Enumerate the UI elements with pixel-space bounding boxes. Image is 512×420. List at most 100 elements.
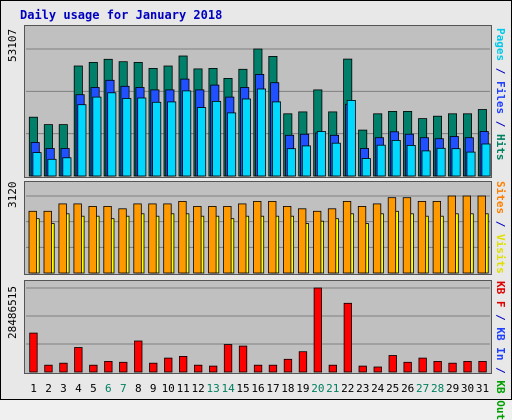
legend-part: / xyxy=(494,61,507,81)
bar-pages-28 xyxy=(436,147,446,177)
bar-pages-22 xyxy=(346,100,356,177)
bar-sites-15 xyxy=(238,203,247,274)
legend-part: Files xyxy=(494,81,507,115)
bar-kb-f-21 xyxy=(328,364,338,373)
x-tick-label-28: 28 xyxy=(431,382,444,395)
bar-pages-21 xyxy=(331,142,341,177)
bar-kb-f-16 xyxy=(253,364,263,373)
bar-pages-5 xyxy=(92,96,102,177)
bar-kb-f-28 xyxy=(433,360,442,373)
bar-pages-16 xyxy=(256,88,266,177)
bar-pages-20 xyxy=(316,131,326,177)
bar-kb-f-19 xyxy=(298,351,308,373)
bar-pages-27 xyxy=(421,150,431,177)
x-tick-label-30: 30 xyxy=(461,382,474,395)
bar-sites-31 xyxy=(477,195,486,274)
bar-pages-9 xyxy=(152,101,162,177)
x-tick-label-1: 1 xyxy=(30,382,37,395)
legend-part: Pages xyxy=(494,28,507,62)
bar-pages-18 xyxy=(286,148,296,177)
bar-sites-10 xyxy=(163,203,172,274)
bar-sites-6 xyxy=(103,205,112,274)
x-tick-label-23: 23 xyxy=(356,382,369,395)
legend-part: / xyxy=(494,360,507,381)
bar-kb-f-22 xyxy=(343,302,353,373)
bar-sites-24 xyxy=(372,203,382,274)
kb-ymax-label: 28486515 xyxy=(6,286,19,339)
bar-sites-7 xyxy=(118,208,127,274)
hits-ymax-label: 53107 xyxy=(6,28,19,62)
bar-sites-21 xyxy=(327,208,337,274)
legend-part: KB Out xyxy=(494,380,507,420)
bar-sites-8 xyxy=(133,203,142,274)
bar-pages-29 xyxy=(451,148,461,177)
bar-sites-26 xyxy=(402,197,412,274)
bar-kb-f-13 xyxy=(208,365,218,373)
x-tick-label-14: 14 xyxy=(221,382,235,395)
bar-pages-23 xyxy=(361,158,371,177)
bar-kb-f-20 xyxy=(313,287,323,373)
x-tick-label-10: 10 xyxy=(162,382,175,395)
x-tick-label-27: 27 xyxy=(416,382,429,395)
bar-kb-f-2 xyxy=(44,364,53,373)
x-tick-label-25: 25 xyxy=(386,382,399,395)
bar-sites-5 xyxy=(88,205,97,274)
bar-sites-17 xyxy=(268,200,277,274)
x-tick-label-17: 17 xyxy=(266,382,279,395)
x-tick-label-24: 24 xyxy=(371,382,385,395)
bar-sites-9 xyxy=(148,203,157,274)
bar-kb-f-23 xyxy=(358,365,367,373)
bar-sites-4 xyxy=(73,203,82,274)
x-tick-label-15: 15 xyxy=(236,382,249,395)
x-tick-label-8: 8 xyxy=(135,382,142,395)
bar-sites-1 xyxy=(28,210,37,274)
bar-pages-8 xyxy=(137,97,147,177)
bar-kb-f-4 xyxy=(74,347,83,373)
bar-sites-2 xyxy=(43,210,52,274)
x-tick-label-20: 20 xyxy=(311,382,324,395)
bar-pages-25 xyxy=(391,139,401,177)
legend-part: / xyxy=(494,214,507,234)
bar-kb-f-14 xyxy=(223,344,233,373)
bar-sites-11 xyxy=(178,200,187,274)
bar-kb-f-30 xyxy=(463,360,472,373)
kb-panel xyxy=(24,280,492,374)
bar-kb-f-25 xyxy=(388,355,397,373)
hits-legend: Pages / Files / Hits xyxy=(494,28,507,161)
x-tick-label-31: 31 xyxy=(476,382,489,395)
bar-sites-30 xyxy=(462,195,472,274)
bar-sites-27 xyxy=(417,200,427,274)
bar-pages-30 xyxy=(466,151,476,177)
x-tick-label-26: 26 xyxy=(401,382,414,395)
bar-kb-f-3 xyxy=(59,362,68,373)
bar-kb-f-24 xyxy=(373,366,382,373)
bar-sites-23 xyxy=(357,205,367,274)
x-tick-label-5: 5 xyxy=(90,382,97,395)
x-tick-label-16: 16 xyxy=(251,382,264,395)
x-tick-label-12: 12 xyxy=(191,382,204,395)
bar-pages-11 xyxy=(182,90,192,177)
bar-sites-25 xyxy=(387,197,397,274)
x-tick-label-21: 21 xyxy=(326,382,339,395)
bar-sites-28 xyxy=(432,200,442,274)
x-tick-label-13: 13 xyxy=(206,382,219,395)
bar-kb-f-11 xyxy=(178,355,188,373)
bar-kb-f-31 xyxy=(478,360,487,373)
bar-kb-f-17 xyxy=(268,364,278,373)
bar-pages-3 xyxy=(62,157,72,177)
bar-kb-f-8 xyxy=(134,340,143,373)
bar-kb-f-10 xyxy=(164,357,173,373)
bar-kb-f-1 xyxy=(29,332,38,373)
legend-part: Hits xyxy=(494,134,507,161)
bar-sites-22 xyxy=(342,200,352,274)
x-tick-label-18: 18 xyxy=(281,382,294,395)
legend-part: Visits xyxy=(494,234,507,274)
bar-sites-18 xyxy=(282,205,292,274)
bar-pages-15 xyxy=(241,98,251,177)
bar-sites-13 xyxy=(208,205,217,274)
x-tick-label-11: 11 xyxy=(177,382,190,395)
bar-kb-f-29 xyxy=(448,362,457,373)
bar-kb-f-15 xyxy=(238,345,248,373)
legend-part: / xyxy=(494,114,507,134)
bar-kb-f-27 xyxy=(418,357,427,373)
